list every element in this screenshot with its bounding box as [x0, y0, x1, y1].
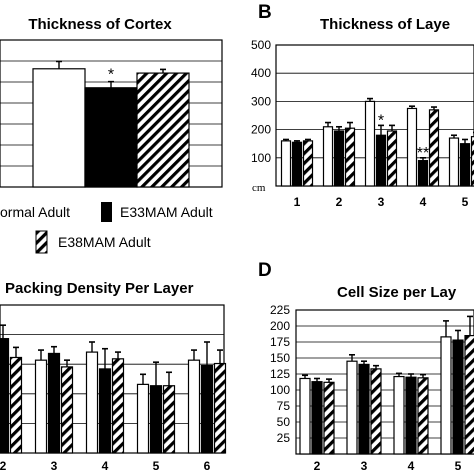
panel-c-bar-hatched [111, 358, 125, 454]
panel-d-bar-open [393, 375, 405, 455]
panel-b-bar-solid [417, 160, 429, 187]
panel-b-bar-hatched [428, 109, 440, 187]
panel-d-bar-open [440, 336, 452, 455]
panel-a-title: Thickness of Cortex [28, 16, 172, 33]
panel-b-bar-open [406, 107, 418, 187]
panel-d-y-tick-label: 75 [277, 399, 291, 413]
panel-d-x-tick-label: 5 [455, 459, 462, 473]
panel-b-significance-marker: ** [417, 145, 429, 162]
panel-c-bar-open [187, 359, 201, 454]
panel-c-bar-hatched [213, 362, 227, 454]
panel-b-bar-hatched [302, 140, 314, 187]
panel-c-x-tick-label: 4 [102, 459, 109, 473]
panel-c-bar-solid [149, 385, 163, 454]
panel-b-bar-hatched [386, 130, 398, 187]
panel-d-bar-open [299, 377, 311, 455]
legend: ormal Adult E33MAM Adult E38MAM Adult [0, 202, 213, 254]
panel-b-bar-hatched [470, 136, 474, 187]
panel-b-y-tick-label: 200 [251, 123, 271, 137]
panel-c-bar-hatched [162, 385, 176, 454]
panel-b-bar-solid [291, 141, 303, 187]
panel-d-y-tick-label: 125 [270, 367, 290, 381]
panel-b-x-tick-label: 5 [462, 195, 469, 209]
panel-c-bars: 2 3 4 5 6 [0, 324, 227, 473]
panel-d-x-tick-label: 4 [408, 459, 415, 473]
panel-d-bar-solid [452, 339, 464, 455]
panel-d: D Cell Size per Lay 25507510012515017520… [258, 260, 474, 473]
panel-c-bar-hatched [9, 356, 23, 454]
panel-c-x-tick-label: 5 [153, 459, 160, 473]
panel-c-bar-solid [47, 352, 61, 454]
panel-b-y-tick-label: 100 [251, 151, 271, 165]
panel-b-x-tick-label: 2 [336, 195, 343, 209]
panel-b-bar-solid [459, 143, 471, 187]
panel-b-x-tick-label: 1 [294, 195, 301, 209]
panel-d-y-tick-label: 175 [270, 335, 290, 349]
legend-swatch-e33mam [101, 202, 112, 222]
panel-d-y-tick-label: 225 [270, 303, 290, 317]
panel-b-bar-open [322, 126, 334, 187]
panel-b-bar-open [448, 137, 460, 187]
legend-label-e38mam-adult: E38MAM Adult [58, 234, 151, 250]
panel-b-bar-open [280, 140, 292, 187]
panel-b-y-tick-label: 400 [251, 66, 271, 80]
panel-b-unit-label: cm [252, 182, 266, 194]
panel-b-x-tick-label: 3 [378, 195, 385, 209]
panel-b-significance-marker: * [378, 112, 384, 129]
panel-b-x-tick-label: 4 [420, 195, 427, 209]
panel-c-bar-open [34, 359, 48, 454]
panel-b-letter: B [258, 2, 272, 23]
panel-c-bar-solid [200, 364, 214, 454]
panel-c-x-tick-label: 2 [0, 459, 7, 473]
legend-label-normal-adult: ormal Adult [0, 204, 70, 220]
panel-d-bar-solid [358, 363, 370, 455]
panel-d-x-tick-label: 3 [361, 459, 368, 473]
panel-d-bar-open [346, 360, 358, 455]
panel-c-bar-solid [0, 338, 10, 454]
panel-c-bar-solid [98, 368, 112, 454]
panel-d-bar-hatched [464, 335, 474, 455]
panel-d-y-tick-label: 25 [277, 431, 291, 445]
panel-b-bar-hatched [344, 127, 356, 187]
panel-d-bar-hatched [323, 381, 335, 455]
panel-d-y-tick-label: 200 [270, 319, 290, 333]
panel-b-y-tick-label: 300 [251, 94, 271, 108]
panel-c-bar-hatched [60, 366, 74, 454]
panel-d-y-tick-label: 100 [270, 383, 290, 397]
panel-d-bar-solid [311, 381, 323, 455]
panel-c: Packing Density Per Layer 2 3 4 5 6 [0, 280, 227, 473]
panel-d-letter: D [258, 260, 272, 281]
panel-d-x-tick-label: 2 [314, 459, 321, 473]
panel-d-bar-solid [405, 376, 417, 455]
panel-b-title: Thickness of Laye [320, 16, 450, 33]
panel-d-y-tick-label: 50 [277, 415, 291, 429]
panel-d-bars: 2 3 4 5 [299, 315, 474, 473]
panel-d-bar-hatched [417, 377, 429, 455]
panel-c-bar-open [136, 383, 150, 454]
panel-b-bar-solid [375, 134, 387, 187]
panel-c-x-tick-label: 3 [51, 459, 58, 473]
panel-c-x-tick-label: 6 [204, 459, 211, 473]
panel-a-significance-marker: * [108, 67, 114, 84]
panel-a-bars: * [32, 60, 190, 188]
legend-swatch-e38mam [35, 230, 48, 254]
panel-b-y-tick-label: 500 [251, 38, 271, 52]
panel-b-bar-open [364, 100, 376, 187]
panel-a: Thickness of Cortex * [0, 16, 223, 188]
legend-label-e33mam-adult: E33MAM Adult [120, 204, 213, 220]
panel-b-bar-solid [333, 130, 345, 187]
panel-a-bar-open [32, 68, 86, 188]
panel-d-title: Cell Size per Lay [337, 284, 457, 301]
panel-c-bar-open [85, 351, 99, 454]
panel-c-title: Packing Density Per Layer [5, 280, 194, 297]
panel-d-y-tick-label: 150 [270, 351, 290, 365]
panel-a-bar-hatched [136, 72, 190, 188]
panel-b: B Thickness of Laye 100 200 300 400 500 1 2 3 4… [251, 2, 474, 209]
panel-a-bar-solid [84, 87, 138, 188]
panel-d-bar-hatched [370, 368, 382, 455]
panel-d-plot-frame [295, 309, 474, 455]
panel-b-bars: 1 2 3 4 5*** [280, 97, 474, 209]
